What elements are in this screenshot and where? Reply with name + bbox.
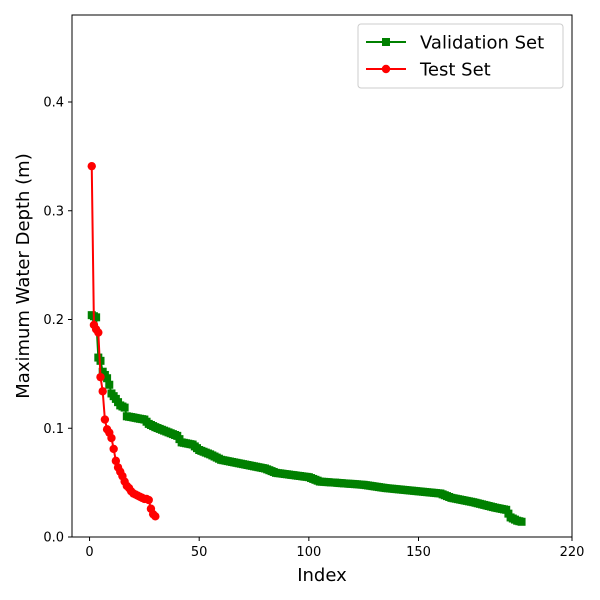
- data-point: [151, 512, 160, 521]
- series-test-set: [87, 161, 160, 521]
- y-tick-label: 0.1: [43, 422, 64, 437]
- series-layer: [87, 161, 526, 526]
- y-tick-label: 0.0: [43, 531, 64, 546]
- data-point: [96, 372, 105, 382]
- legend-label-test: Test Set: [419, 60, 491, 81]
- y-tick-label: 0.2: [43, 313, 64, 328]
- x-axis: 0 50 100 150 220: [85, 537, 584, 560]
- data-point: [109, 444, 118, 454]
- legend-entry-test: Test Set: [366, 60, 491, 81]
- y-tick-label: 0.4: [43, 96, 64, 111]
- data-point: [120, 403, 129, 412]
- series-validation-set: [87, 311, 526, 526]
- axes-frame: [71, 14, 573, 538]
- data-point: [111, 456, 121, 466]
- data-point: [94, 328, 103, 337]
- legend-box: [357, 23, 564, 89]
- y-axis-label: Maximum Water Depth (m): [13, 153, 34, 398]
- x-tick-label: 150: [406, 545, 431, 560]
- data-point: [103, 374, 112, 383]
- legend-marker-test: [381, 64, 391, 74]
- y-axis: 0.0 0.1 0.2 0.3 0.4: [43, 96, 72, 546]
- y-tick-label: 0.3: [43, 204, 64, 219]
- legend: Validation Set Test Set: [357, 23, 564, 89]
- x-tick-label: 0: [85, 545, 93, 560]
- data-point: [100, 415, 110, 424]
- data-point: [144, 495, 153, 505]
- legend-marker-validation: [382, 38, 390, 46]
- data-point: [517, 517, 526, 526]
- x-tick-label: 50: [191, 545, 208, 560]
- legend-label-validation: Validation Set: [420, 33, 544, 54]
- x-tick-label: 220: [560, 545, 585, 560]
- data-point: [105, 380, 114, 389]
- data-point: [87, 161, 96, 171]
- data-point: [92, 313, 101, 322]
- x-axis-label: Index: [297, 565, 347, 586]
- data-point: [107, 433, 116, 443]
- plot-area: [71, 14, 573, 538]
- legend-entry-validation: Validation Set: [366, 33, 544, 54]
- x-tick-label: 100: [296, 545, 321, 560]
- data-point: [98, 387, 107, 396]
